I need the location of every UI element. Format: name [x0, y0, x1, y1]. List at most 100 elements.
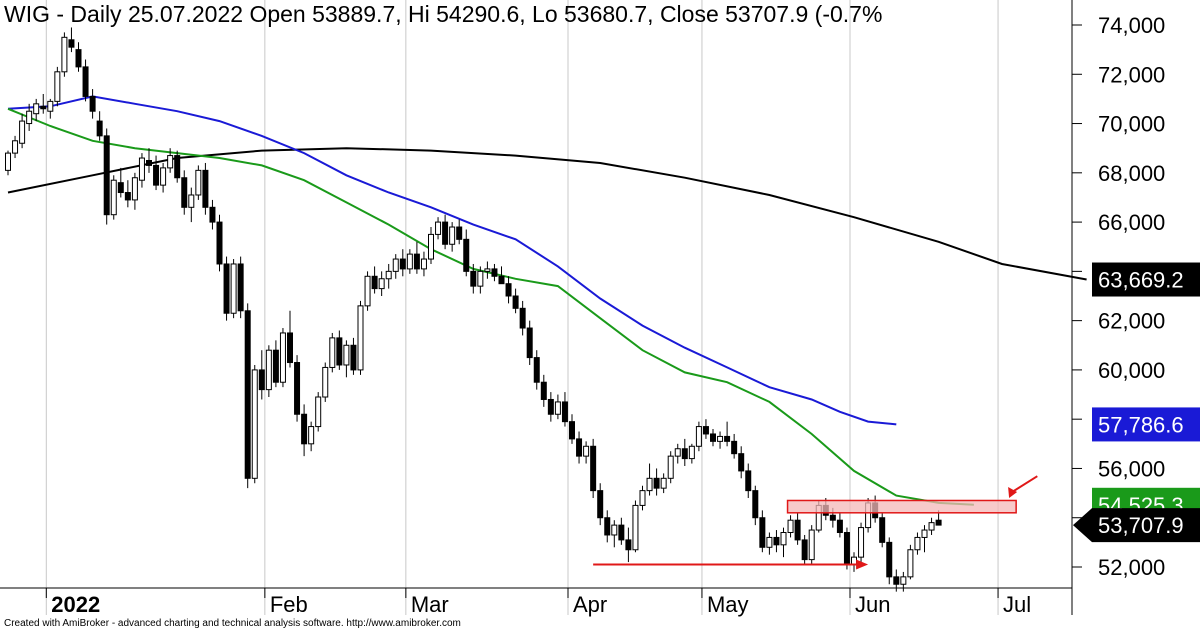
candle-body — [223, 263, 230, 314]
candle-body — [12, 140, 19, 154]
badge-label: 53,707.9 — [1098, 513, 1184, 538]
candle-body — [117, 182, 124, 194]
candle-body — [505, 283, 512, 297]
candle-body — [590, 445, 597, 492]
candle-body — [19, 120, 26, 144]
candle-body — [216, 221, 223, 265]
candle-body — [61, 36, 68, 73]
candle-body — [103, 135, 110, 216]
candle-body — [329, 337, 336, 368]
candle-body — [498, 275, 505, 285]
candle-body — [89, 95, 96, 112]
candle-body — [886, 541, 893, 578]
candle-body — [272, 349, 279, 383]
candle-body — [209, 206, 216, 223]
month-label: Apr — [573, 592, 607, 617]
candle-body — [632, 504, 639, 551]
candle-body — [357, 305, 364, 371]
candle-body — [279, 332, 286, 383]
candle-body — [428, 233, 434, 260]
candle-body — [301, 413, 308, 445]
candle-body — [287, 332, 293, 364]
candle-body — [907, 549, 914, 578]
candle-body — [442, 221, 449, 245]
y-tick-label: 72,000 — [1098, 62, 1165, 87]
candle-body — [618, 524, 625, 541]
y-tick-label: 74,000 — [1098, 13, 1165, 38]
candle-body — [851, 556, 857, 566]
candle-body — [350, 344, 357, 371]
zone-arrow-line — [1011, 475, 1038, 493]
month-label: Mar — [411, 592, 449, 617]
candle-body — [780, 532, 787, 546]
annotations — [593, 475, 1038, 570]
candle-body — [935, 519, 942, 526]
candle-body — [237, 263, 244, 312]
candle-body — [40, 105, 47, 110]
candle-body — [625, 539, 632, 551]
candle-body — [392, 258, 399, 272]
candle-body — [33, 103, 40, 115]
candle-body — [554, 401, 561, 415]
candle-body — [660, 477, 667, 489]
badge-label: 57,786.6 — [1098, 412, 1184, 437]
candle-body — [26, 110, 33, 125]
candle-body — [858, 527, 865, 558]
x-grid — [45, 0, 999, 615]
candle-body — [540, 381, 547, 400]
candle-body — [315, 396, 322, 428]
candle-body — [174, 155, 181, 179]
candle-body — [308, 426, 315, 445]
y-tick-label: 66,000 — [1098, 210, 1165, 235]
candle-body — [491, 268, 498, 277]
candle-body — [611, 524, 618, 536]
candle-body — [188, 194, 195, 208]
candle-body — [561, 401, 568, 423]
candle-body — [343, 344, 350, 366]
candle-body — [836, 519, 843, 534]
candle-body — [406, 253, 413, 270]
candle-body — [294, 362, 301, 415]
candle-body — [533, 357, 540, 383]
candle-body — [597, 490, 604, 519]
candle-body — [399, 258, 406, 270]
candle-body — [322, 366, 329, 398]
month-label: May — [707, 592, 749, 617]
price-badges: 63,669.257,786.654,525.353,707.9 — [1073, 262, 1200, 543]
candle-body — [230, 263, 237, 314]
candle-body — [364, 275, 371, 307]
support-arrow-head — [856, 559, 869, 570]
candle-body — [829, 514, 836, 521]
y-tick-label: 52,000 — [1098, 555, 1165, 580]
candle-body — [702, 426, 709, 435]
candle-body — [449, 226, 456, 245]
candle-body — [794, 519, 801, 541]
candle-body — [773, 536, 780, 546]
candle-body — [576, 438, 583, 457]
candle-body — [808, 529, 815, 561]
candle-body — [843, 532, 850, 566]
candle-body — [124, 192, 131, 201]
candle-body — [759, 517, 766, 548]
candle-body — [435, 221, 442, 235]
candle-body — [167, 155, 174, 169]
candle-body — [639, 490, 646, 506]
candle-body — [766, 536, 773, 548]
month-label: Jun — [855, 592, 890, 617]
candle-body — [146, 160, 152, 166]
candle-body — [202, 169, 209, 208]
candle-body — [420, 258, 427, 270]
candle-body — [484, 268, 491, 272]
badge-shape — [1092, 262, 1200, 297]
badge-label: 63,669.2 — [1098, 268, 1184, 293]
candle-body — [96, 120, 103, 137]
candle-body — [681, 448, 688, 460]
candle-body — [251, 369, 258, 479]
candle-body — [752, 490, 759, 519]
month-label: 2022 — [51, 592, 100, 617]
candle-body — [921, 529, 928, 538]
candle-body — [47, 100, 54, 112]
candle-body — [914, 536, 921, 551]
